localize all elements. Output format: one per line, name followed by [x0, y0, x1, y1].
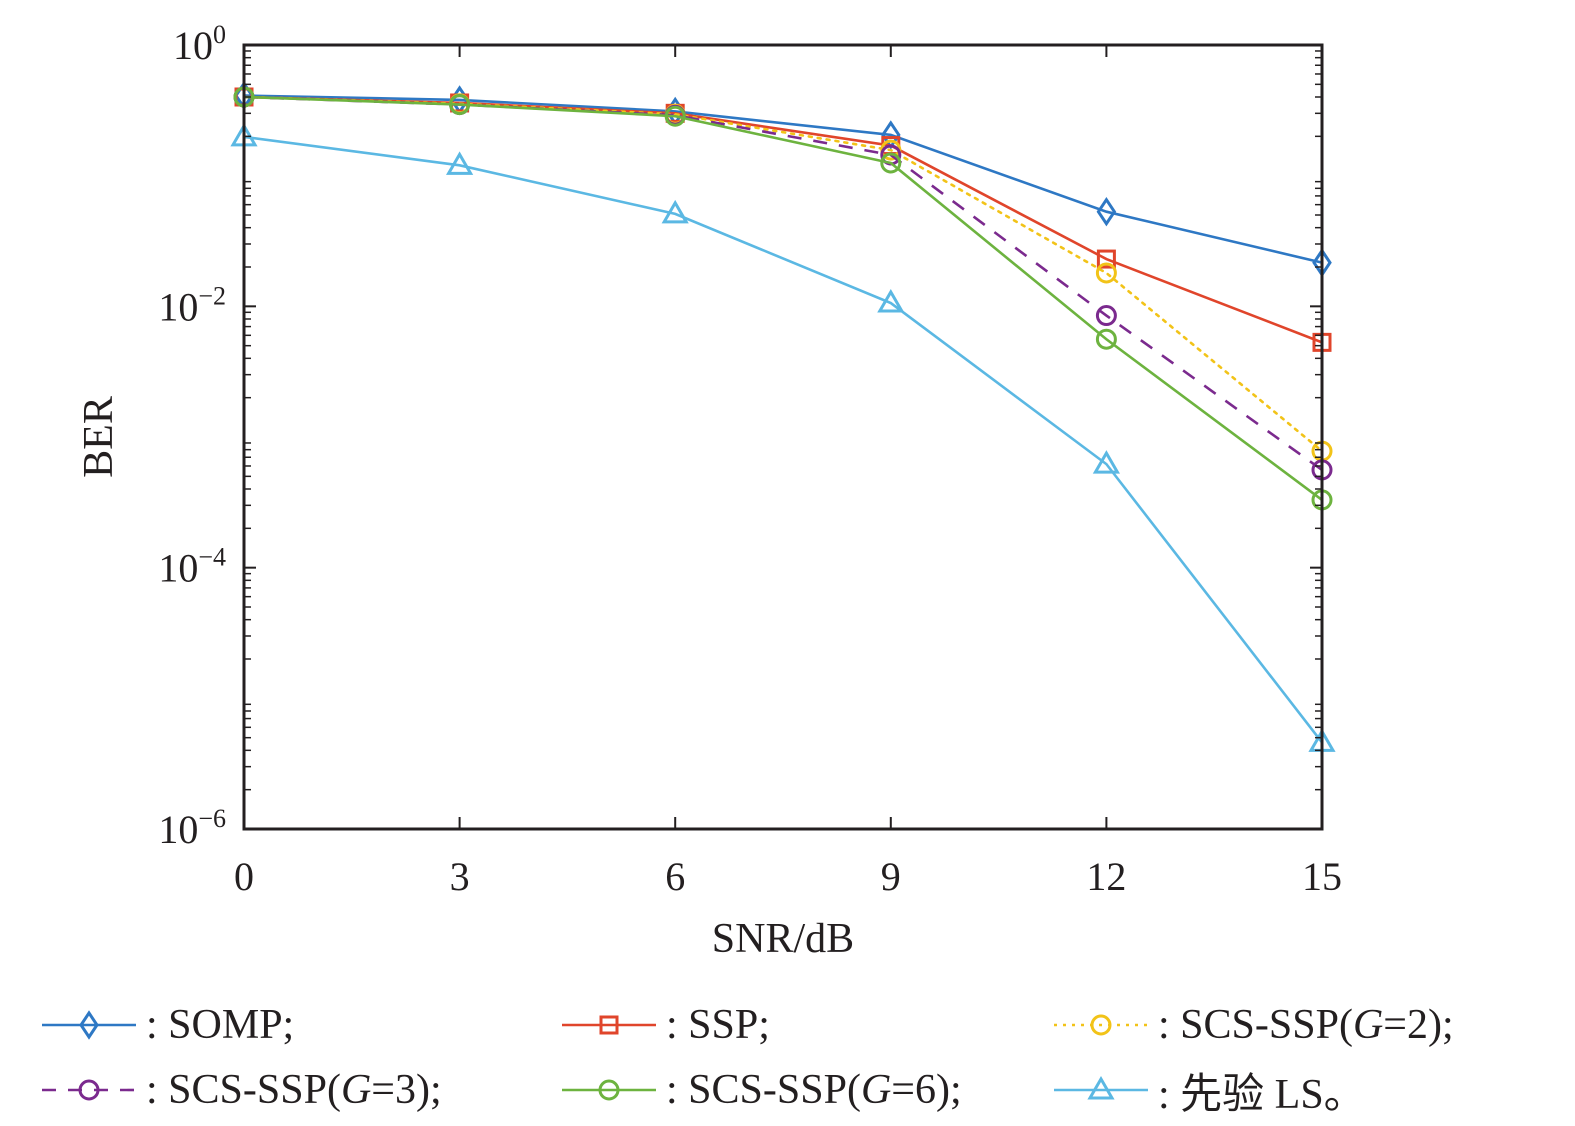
- y-tick-exponent: −4: [198, 543, 226, 572]
- data-point: [1096, 196, 1117, 227]
- data-point: [449, 94, 471, 116]
- y-tick-label: 10−6: [158, 804, 226, 852]
- legend-label: : SCS-SSP(G=2);: [1158, 1001, 1454, 1049]
- y-tick-label: 10−4: [158, 543, 226, 591]
- legend-label-suffix: =6);: [891, 1067, 962, 1113]
- circle-marker-icon: [598, 1079, 620, 1101]
- legend-swatch: [562, 1079, 656, 1101]
- legend-label-param: G: [860, 1067, 892, 1113]
- legend-item: : SCS-SSP(G=2);: [1052, 1000, 1454, 1050]
- y-tick-base: 10: [158, 807, 198, 852]
- legend-label-text: : SCS-SSP(: [666, 1067, 861, 1113]
- legend-label: : 先验 LS。: [1158, 1060, 1366, 1121]
- series-somp: [234, 80, 1332, 278]
- series--ls: [230, 122, 1336, 752]
- circle-marker-icon: [78, 1079, 100, 1101]
- legend-label: : SCS-SSP(G=6);: [666, 1066, 962, 1114]
- data-point: [880, 152, 902, 174]
- legend-label-text: : SOMP;: [146, 1002, 295, 1048]
- legend-label-param: G: [1352, 1002, 1384, 1048]
- x-tick-label: 0: [234, 854, 254, 899]
- legend-label-param: G: [340, 1067, 372, 1113]
- legend-label-text: : SCS-SSP(: [1158, 1002, 1353, 1048]
- data-point: [661, 199, 689, 224]
- series-scs-ssp-g-2-: [233, 86, 1333, 462]
- x-tick-label: 3: [450, 854, 470, 899]
- legend-label-suffix: =3);: [371, 1067, 442, 1113]
- y-tick-base: 10: [173, 23, 213, 68]
- circle-marker-icon: [1090, 1014, 1112, 1036]
- y-tick-base: 10: [158, 284, 198, 329]
- series-layer: [230, 80, 1336, 752]
- y-tick-exponent: −2: [198, 281, 226, 310]
- x-tick-label: 15: [1302, 854, 1342, 899]
- y-tick-label: 100: [173, 20, 226, 68]
- legend-swatch: [562, 1015, 656, 1035]
- data-point: [877, 289, 905, 313]
- legend-label-text: : 先验 LS。: [1158, 1071, 1366, 1118]
- x-tick-label: 9: [881, 854, 901, 899]
- legend-item: : SOMP;: [40, 1000, 294, 1050]
- data-point: [445, 151, 474, 175]
- series-line: [243, 94, 1323, 264]
- x-tick-label: 6: [665, 854, 685, 899]
- legend-label: : SSP;: [666, 1001, 770, 1049]
- series-scs-ssp-g-6-: [233, 86, 1333, 511]
- data-point: [1096, 249, 1116, 269]
- legend-swatch: [1054, 1076, 1148, 1100]
- legend-label-suffix: =2);: [1383, 1002, 1454, 1048]
- data-point: [1092, 450, 1121, 474]
- data-point: [1095, 262, 1117, 284]
- legend-swatch: [42, 1079, 136, 1101]
- series-ssp: [234, 87, 1332, 352]
- data-point: [1095, 328, 1117, 350]
- plot-frame: [242, 43, 1324, 831]
- series-line: [243, 135, 1324, 744]
- legend-item: : SSP;: [560, 1000, 770, 1050]
- series-line: [243, 95, 1323, 471]
- legend-item: : SCS-SSP(G=3);: [40, 1065, 442, 1115]
- data-point: [1095, 305, 1117, 327]
- square-marker-icon: [599, 1015, 619, 1035]
- y-tick-base: 10: [158, 546, 198, 591]
- series-line: [242, 95, 1324, 453]
- y-tick-exponent: 0: [213, 20, 226, 49]
- diamond-marker-icon: [79, 1010, 99, 1040]
- x-axis-title: SNR/dB: [712, 916, 854, 962]
- legend-label: : SCS-SSP(G=3);: [146, 1066, 442, 1114]
- legend-swatch: [42, 1010, 136, 1040]
- legend-label-text: : SCS-SSP(: [146, 1067, 341, 1113]
- series-line: [243, 95, 1323, 344]
- data-point: [664, 105, 686, 127]
- y-tick-label: 10−2: [158, 281, 226, 329]
- triangle-marker-icon: [1087, 1076, 1115, 1100]
- x-tick-label: 12: [1086, 854, 1126, 899]
- y-axis-title: BER: [76, 396, 122, 478]
- series-line: [243, 95, 1323, 501]
- legend-label-text: : SSP;: [666, 1002, 770, 1048]
- legend-swatch: [1054, 1014, 1148, 1036]
- legend-item: : SCS-SSP(G=6);: [560, 1065, 962, 1115]
- legend-item: : 先验 LS。: [1052, 1065, 1366, 1118]
- legend-label: : SOMP;: [146, 1001, 294, 1049]
- y-tick-exponent: −6: [198, 804, 226, 833]
